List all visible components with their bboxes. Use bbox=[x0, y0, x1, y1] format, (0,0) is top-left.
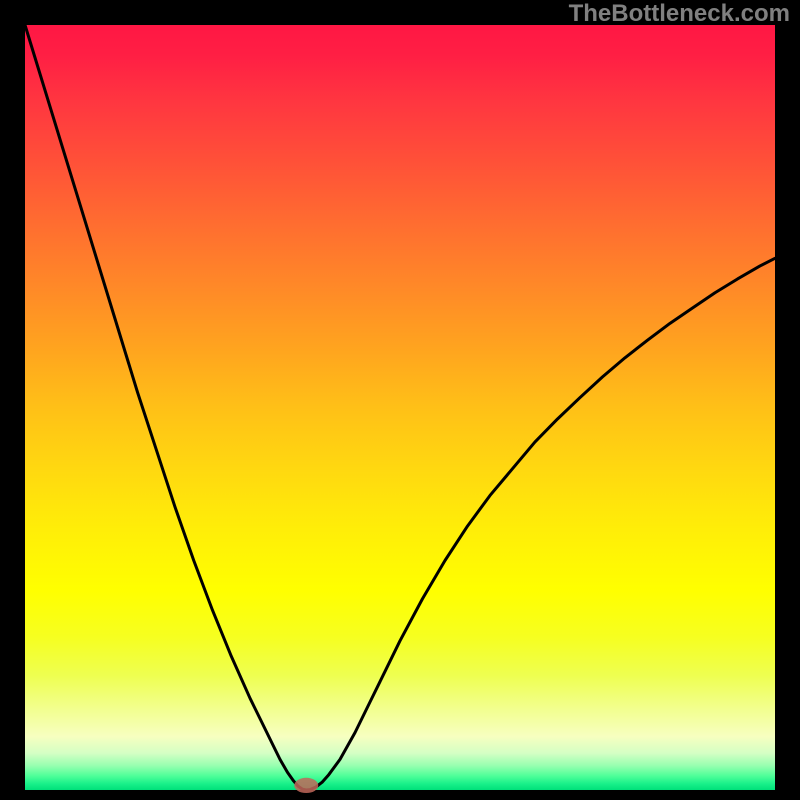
bottleneck-chart bbox=[0, 0, 800, 800]
chart-stage: TheBottleneck.com bbox=[0, 0, 800, 800]
optimum-marker bbox=[294, 778, 318, 793]
chart-background bbox=[25, 25, 775, 790]
watermark-text: TheBottleneck.com bbox=[569, 0, 790, 28]
